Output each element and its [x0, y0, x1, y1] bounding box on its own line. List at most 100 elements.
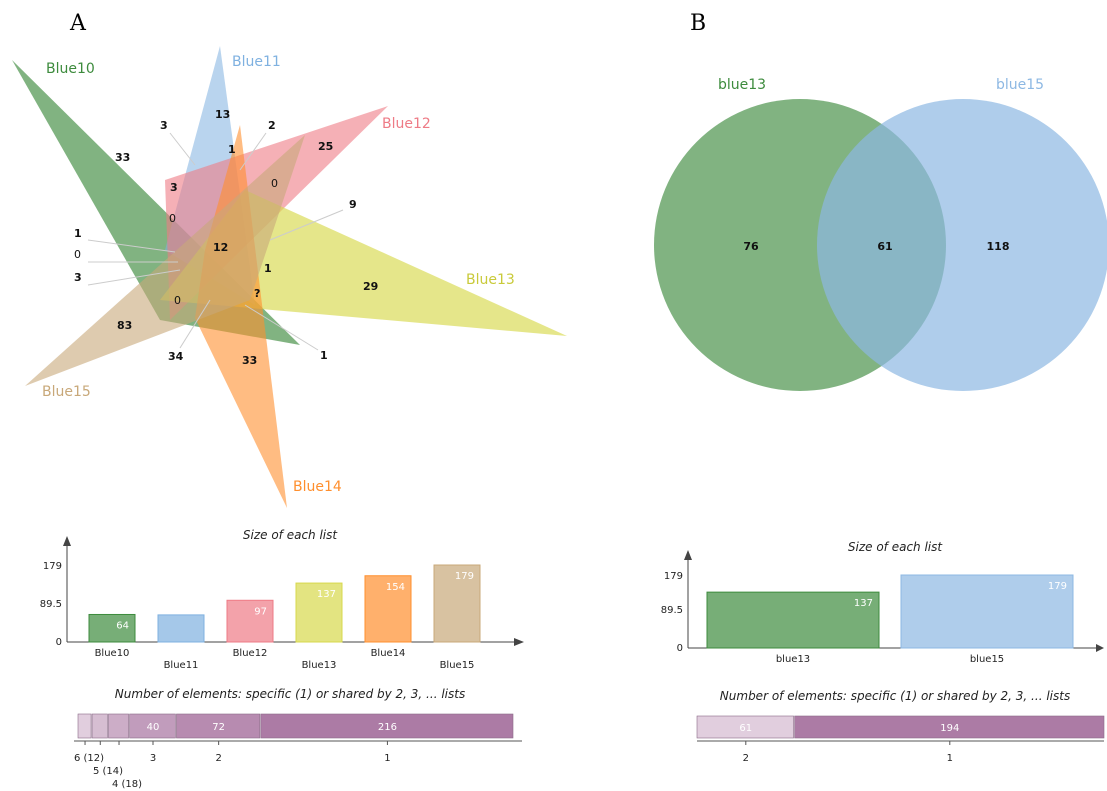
segment-label: 2: [215, 753, 221, 764]
set-name-blue11: Blue11: [232, 54, 281, 70]
venn-six-sets: [12, 46, 567, 508]
y-tick-label: 89.5: [40, 599, 62, 610]
region-count: 1: [228, 143, 236, 156]
region-count: 29: [363, 280, 378, 293]
bar-blue12: [226, 599, 274, 643]
leader-lines: [87, 132, 344, 351]
bar-blue13: [706, 591, 880, 649]
size-chart-b: Size of each list 179 89.5 0 137 blue13 17…: [661, 540, 1104, 665]
segment-label: 1: [384, 753, 390, 764]
region-count: 83: [117, 319, 132, 332]
bar-value-label: 137: [854, 598, 873, 609]
bar-value-label: 63: [185, 597, 198, 608]
region-count-both: 61: [877, 240, 892, 253]
segment-value: 216: [378, 722, 397, 733]
segment-label: 3: [150, 753, 156, 764]
segment-label: 2: [743, 753, 749, 764]
bar-blue15: [900, 574, 1074, 649]
stack-segment: [77, 713, 92, 739]
region-count: 1: [74, 227, 82, 240]
stack-segment: [129, 713, 176, 739]
x-tick-label: blue13: [776, 654, 810, 665]
bar-blue14: [364, 575, 412, 643]
segment-value: 194: [940, 723, 959, 734]
y-axis-arrow: [63, 536, 71, 546]
panel-a-label: A: [69, 11, 87, 36]
x-tick-label: Blue10: [95, 648, 130, 659]
bar-blue13: [295, 582, 343, 643]
stack-segment: [108, 713, 129, 739]
set-name-blue14: Blue14: [293, 479, 342, 495]
x-tick-label: Blue15: [440, 660, 475, 671]
region-count-blue15-only: 118: [987, 240, 1010, 253]
set-blue15-shape: [25, 135, 305, 386]
region-count: 13: [215, 108, 230, 121]
region-count: 25: [318, 140, 333, 153]
bar-value-label: 64: [116, 620, 129, 631]
set-name-blue12: Blue12: [382, 116, 431, 132]
region-count: 12: [213, 241, 228, 254]
y-tick-label: 179: [43, 561, 62, 572]
stack-segment: [260, 713, 514, 739]
segment-label: 1: [947, 753, 953, 764]
region-count: 33: [242, 354, 257, 367]
size-chart-a-title: Size of each list: [243, 528, 339, 542]
stack-segment: [696, 715, 794, 739]
size-chart-b-title: Size of each list: [848, 540, 944, 554]
region-count: 1: [264, 262, 272, 275]
x-tick-label: Blue11: [164, 660, 199, 671]
region-count: 0: [271, 177, 278, 190]
region-count: 1: [320, 349, 328, 362]
region-count: 0: [169, 212, 176, 225]
y-tick-label: 89.5: [661, 605, 683, 616]
bar-blue10: [88, 613, 136, 643]
y-axis-arrow: [684, 550, 692, 560]
y-tick-label: 179: [664, 571, 683, 582]
region-count: 3: [160, 119, 168, 132]
region-count: ?: [254, 287, 260, 300]
bar-value-label: 179: [1048, 581, 1067, 592]
region-count: 2: [268, 119, 276, 132]
bar-value-label: 154: [386, 582, 405, 593]
region-count: 3: [170, 181, 178, 194]
bar-value-label: 97: [254, 606, 267, 617]
x-tick-label: Blue12: [233, 648, 268, 659]
region-count: 34: [168, 350, 184, 363]
bar-value-label: 179: [455, 571, 474, 582]
set-name-blue13: blue13: [718, 77, 766, 93]
bar-value-label: 137: [317, 589, 336, 600]
set-name-blue15: Blue15: [42, 384, 91, 400]
venn-two-sets: [654, 99, 1107, 391]
region-count: 0: [74, 248, 81, 261]
x-tick-label: blue15: [970, 654, 1004, 665]
set-name-blue15: blue15: [996, 77, 1044, 93]
set-blue15-circle: [817, 99, 1107, 391]
stack-segment: [91, 713, 108, 739]
region-count: 33: [115, 151, 130, 164]
panel-b-label: B: [690, 11, 706, 36]
set-name-blue10: Blue10: [46, 61, 95, 77]
segment-label: 5 (14): [93, 766, 123, 777]
bar-blue15: [433, 564, 481, 643]
segment-label: 4 (18): [112, 779, 142, 790]
region-count: 0: [174, 294, 181, 307]
shared-chart-a: Number of elements: specific (1) or shar…: [74, 687, 522, 790]
shared-chart-b: Number of elements: specific (1) or shar…: [696, 689, 1105, 764]
x-tick-label: Blue14: [371, 648, 406, 659]
region-count: 3: [74, 271, 82, 284]
size-chart-a: Size of each list 179 89.5 0 64 Blue10 63 B…: [40, 528, 524, 671]
segment-value: 40: [147, 722, 160, 733]
segment-value: 72: [212, 722, 225, 733]
segment-label: 6 (12): [74, 753, 104, 764]
venn-six-counts: 13 3 2 33 1 25 3 0 0 9 1 0 3 12 1 ? 29 0…: [74, 108, 378, 367]
bar-blue11: [157, 614, 205, 643]
region-count-blue13-only: 76: [743, 240, 759, 253]
x-tick-label: Blue13: [302, 660, 337, 671]
stack-segment: [176, 713, 261, 739]
y-tick-label: 0: [677, 643, 683, 654]
x-axis-arrow: [1096, 644, 1104, 652]
stack-segment: [794, 715, 1105, 739]
set-name-blue13: Blue13: [466, 272, 515, 288]
shared-chart-b-title: Number of elements: specific (1) or shar…: [720, 689, 1070, 703]
segment-value: 61: [739, 723, 752, 734]
